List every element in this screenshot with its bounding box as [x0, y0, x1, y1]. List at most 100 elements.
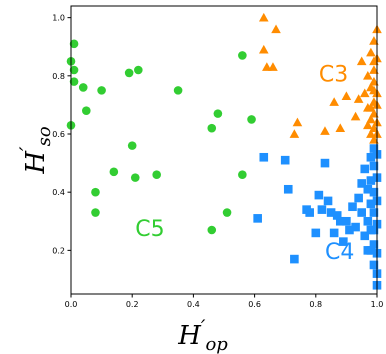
- data-point-c3-8: [329, 97, 339, 106]
- data-point-c5-18: [152, 170, 161, 180]
- data-point-c3-1: [271, 24, 281, 34]
- x-tick-label-4: 0.8: [309, 300, 322, 309]
- data-point-c5-3: [69, 77, 79, 86]
- y-tick-label-2: 0.6: [52, 130, 65, 139]
- data-point-c4-34: [369, 161, 379, 171]
- data-point-c5-19: [91, 187, 100, 197]
- data-point-c5-7: [82, 106, 91, 116]
- data-point-c4-7: [314, 190, 324, 200]
- x-tick-label-2: 0.4: [187, 300, 200, 309]
- data-point-c3-25: [369, 108, 379, 118]
- data-point-c3-3: [262, 62, 272, 71]
- data-point-c4-19: [348, 202, 357, 212]
- data-point-c4-37: [369, 240, 379, 249]
- data-point-c4-6: [305, 208, 314, 217]
- data-point-c3-19: [366, 129, 376, 138]
- data-point-c5-11: [238, 51, 247, 60]
- data-point-c4-4: [290, 254, 299, 264]
- cluster-label-c5: C5: [135, 217, 164, 242]
- data-point-c5-8: [124, 68, 134, 78]
- data-point-c3-27: [369, 76, 379, 86]
- data-point-c3-11: [350, 111, 361, 121]
- data-point-c3-20: [366, 47, 376, 57]
- data-point-c4-16: [339, 237, 348, 246]
- axis-ticks: 0.0 0.2 0.4 0.6 0.8 1.0 0.2 0.4 0.6 0.8 1.0: [52, 14, 383, 309]
- data-point-c4-12: [311, 228, 321, 238]
- x-axis-title-prime: ′: [201, 315, 206, 339]
- data-point-c3-5: [289, 129, 300, 138]
- data-point-c3-12: [353, 94, 364, 103]
- x-tick-label-3: 0.6: [248, 300, 261, 309]
- data-point-c4-2: [283, 184, 293, 194]
- data-point-c4-38: [369, 260, 379, 270]
- data-point-c4-10: [323, 196, 333, 206]
- data-point-c4-46: [366, 246, 376, 255]
- data-point-c4-13: [329, 228, 339, 238]
- x-axis-title-base: H: [177, 321, 202, 351]
- data-point-c3-2: [258, 44, 269, 54]
- data-point-c4-1: [280, 155, 290, 165]
- data-point-c3-18: [366, 114, 376, 124]
- data-point-c5-17: [130, 173, 140, 182]
- data-point-c3-23: [369, 123, 379, 133]
- data-point-c3-24: [369, 36, 379, 45]
- data-point-c3-36: [363, 120, 373, 130]
- data-point-c5-21: [222, 208, 232, 217]
- data-point-c4-30: [366, 176, 376, 185]
- data-point-c3-15: [363, 71, 373, 80]
- data-point-c3-10: [341, 91, 352, 101]
- y-axis-title-base: H: [21, 150, 51, 175]
- data-point-c4-45: [369, 225, 379, 235]
- data-point-c3-6: [292, 117, 303, 127]
- data-point-c4-0: [259, 152, 269, 162]
- y-axis-title-subscript: so: [34, 126, 55, 146]
- data-point-c4-22: [357, 179, 366, 188]
- x-axis-title-subscript: op: [205, 334, 228, 354]
- data-point-c4-15: [335, 216, 345, 226]
- data-point-c5-15: [247, 115, 256, 124]
- y-axis-title-prime: ′: [15, 146, 39, 151]
- data-point-c4-14: [332, 211, 342, 220]
- data-point-c3-9: [335, 123, 346, 133]
- data-point-c5-16: [109, 167, 119, 177]
- data-point-c4-20: [351, 222, 360, 232]
- data-point-c4-9: [320, 158, 330, 168]
- cluster-labels: C3 C4 C5: [135, 63, 354, 265]
- data-point-c4-33: [369, 144, 379, 153]
- data-point-c3-13: [356, 56, 367, 66]
- y-tick-label-3: 0.8: [52, 72, 65, 81]
- data-point-c4-11: [326, 208, 336, 217]
- data-point-c4-3: [253, 214, 262, 223]
- data-point-c5-9: [134, 65, 143, 75]
- data-point-c5-5: [97, 86, 106, 95]
- data-point-c5-2: [69, 65, 79, 75]
- data-point-c4-24: [360, 164, 370, 174]
- y-tick-label-0: 0.2: [52, 246, 65, 255]
- y-tick-label-1: 0.4: [52, 188, 65, 197]
- data-point-c4-21: [354, 193, 363, 203]
- data-point-c4-25: [360, 231, 370, 241]
- data-point-c5-12: [127, 141, 137, 150]
- data-point-c4-31: [366, 199, 376, 209]
- data-point-c3-26: [369, 135, 379, 144]
- data-point-c4-27: [363, 216, 373, 226]
- data-point-c5-14: [207, 123, 217, 133]
- data-point-c5-20: [91, 208, 100, 217]
- data-point-c3-7: [320, 126, 330, 135]
- data-points: [66, 12, 382, 290]
- cluster-label-c3: C3: [319, 63, 348, 88]
- data-point-c4-17: [342, 216, 351, 226]
- data-point-c5-0: [69, 39, 79, 49]
- data-point-c5-4: [78, 83, 88, 92]
- data-point-c3-35: [369, 56, 379, 66]
- x-tick-label-5: 1.0: [371, 300, 384, 309]
- data-point-c3-34: [366, 103, 376, 112]
- data-point-c4-23: [357, 208, 366, 217]
- data-point-c4-29: [366, 152, 376, 162]
- data-point-c5-10: [173, 86, 183, 95]
- y-axis-title: H′so: [15, 126, 55, 174]
- data-point-c5-23: [207, 225, 217, 235]
- data-point-c5-22: [238, 170, 247, 180]
- data-point-c5-13: [213, 109, 223, 118]
